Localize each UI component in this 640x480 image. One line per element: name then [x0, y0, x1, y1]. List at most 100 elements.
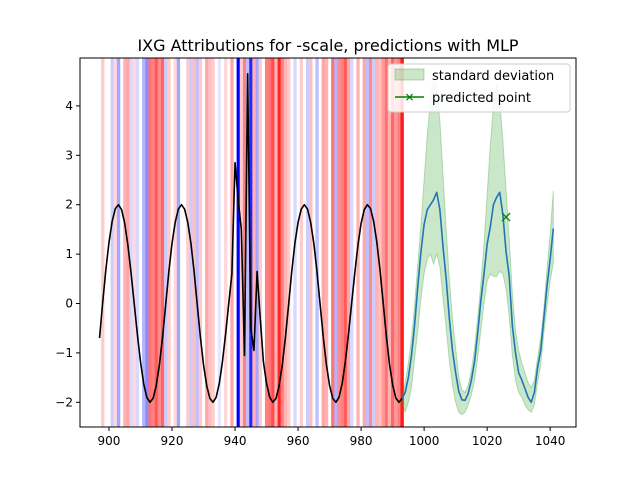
attribution-band	[299, 58, 303, 427]
attribution-band	[368, 58, 373, 427]
attribution-band	[160, 58, 165, 427]
attribution-band	[315, 58, 319, 427]
attribution-band	[173, 58, 177, 427]
attribution-band	[331, 58, 335, 427]
attribution-band	[142, 58, 146, 427]
x-tick-label: 900	[98, 434, 121, 448]
attribution-band	[148, 58, 152, 427]
attribution-band	[198, 58, 203, 427]
series-layer	[98, 73, 555, 404]
attribution-band	[324, 58, 329, 427]
attribution-band	[195, 58, 199, 427]
attribution-band	[211, 58, 215, 427]
y-tick-label: 3	[65, 148, 73, 162]
std-band-layer	[401, 79, 554, 416]
legend-label-std: standard deviation	[432, 69, 554, 84]
attribution-band	[372, 58, 376, 427]
attribution-band	[334, 58, 338, 427]
attribution-band	[217, 58, 222, 427]
attribution-band	[192, 58, 196, 427]
attribution-band	[343, 58, 348, 427]
y-axis: −2 −1 0 1 2 3 4	[55, 99, 80, 409]
attribution-band	[365, 58, 370, 427]
attribution-band	[176, 58, 181, 427]
attribution-band	[305, 58, 310, 427]
attribution-band	[123, 58, 127, 427]
std-band	[401, 79, 554, 416]
attribution-band	[268, 58, 272, 427]
attribution-band	[242, 58, 247, 427]
series-line-history	[98, 73, 403, 404]
attribution-band	[287, 58, 291, 427]
attribution-band	[400, 58, 404, 427]
predicted-point-marker	[501, 212, 511, 222]
y-tick-label: 1	[65, 247, 73, 261]
attribution-band	[205, 58, 209, 427]
attribution-band	[167, 58, 171, 427]
legend-label-pred: predicted point	[432, 91, 531, 106]
y-tick-label: 4	[65, 99, 73, 113]
x-tick-label: 980	[350, 434, 373, 448]
series-line-prediction	[401, 191, 555, 404]
legend-swatch-std	[394, 68, 425, 81]
attribution-band	[381, 58, 385, 427]
attribution-band	[391, 58, 395, 427]
x-tick-label: 940	[224, 434, 247, 448]
attribution-band	[340, 58, 344, 427]
attribution-band	[283, 58, 288, 427]
attribution-band	[129, 58, 133, 427]
y-tick-label: −2	[55, 395, 73, 409]
attribution-band	[135, 58, 140, 427]
y-tick-label: 2	[65, 198, 73, 212]
attribution-band	[157, 58, 162, 427]
legend-box	[387, 63, 571, 113]
attribution-band	[397, 58, 401, 427]
attribution-band	[236, 58, 240, 427]
attribution-band	[277, 58, 281, 427]
chart-title: IXG Attributions for -scale, predictions…	[137, 36, 518, 55]
attribution-band	[252, 58, 256, 427]
attribution-band	[346, 58, 351, 427]
attribution-band	[151, 58, 155, 427]
attribution-band	[362, 58, 367, 427]
marker-layer	[501, 212, 511, 222]
attribution-band	[145, 58, 149, 427]
x-tick-label: 1040	[535, 434, 566, 448]
attribution-band	[154, 58, 159, 427]
attribution-band	[350, 58, 354, 427]
attribution-band	[224, 58, 228, 427]
y-tick-label: 0	[65, 297, 73, 311]
x-tick-label: 960	[287, 434, 310, 448]
attribution-band	[309, 58, 313, 427]
legend-marker-pred: ✕	[404, 91, 414, 105]
attribution-band	[101, 58, 105, 427]
plot-frame	[79, 57, 577, 428]
attribution-band	[387, 58, 392, 427]
x-tick-label: 920	[161, 434, 184, 448]
legend: standard deviation ✕ predicted point	[387, 63, 571, 113]
attribution-band	[264, 58, 269, 427]
attribution-band	[271, 58, 275, 427]
attribution-band	[164, 58, 168, 427]
x-tick-label: 1020	[472, 434, 503, 448]
attribution-band	[337, 58, 341, 427]
attribution-band	[246, 58, 250, 427]
y-tick-label: −1	[55, 346, 73, 360]
attribution-band	[249, 58, 253, 427]
attribution-band	[384, 58, 389, 427]
attribution-band	[258, 58, 263, 427]
attribution-band	[110, 58, 114, 427]
attribution-band	[394, 58, 398, 427]
attribution-band	[378, 58, 382, 427]
attribution-band	[186, 58, 190, 427]
attribution-band	[116, 58, 121, 427]
x-axis: 900 920 940 960 980 1000 1020 1040	[98, 427, 566, 448]
attribution-band	[274, 58, 278, 427]
attribution-band	[113, 58, 118, 427]
attribution-band	[208, 58, 212, 427]
attribution-band	[321, 58, 326, 427]
x-tick-label: 1000	[409, 434, 440, 448]
attribution-band	[132, 58, 136, 427]
attribution-band	[255, 58, 259, 427]
